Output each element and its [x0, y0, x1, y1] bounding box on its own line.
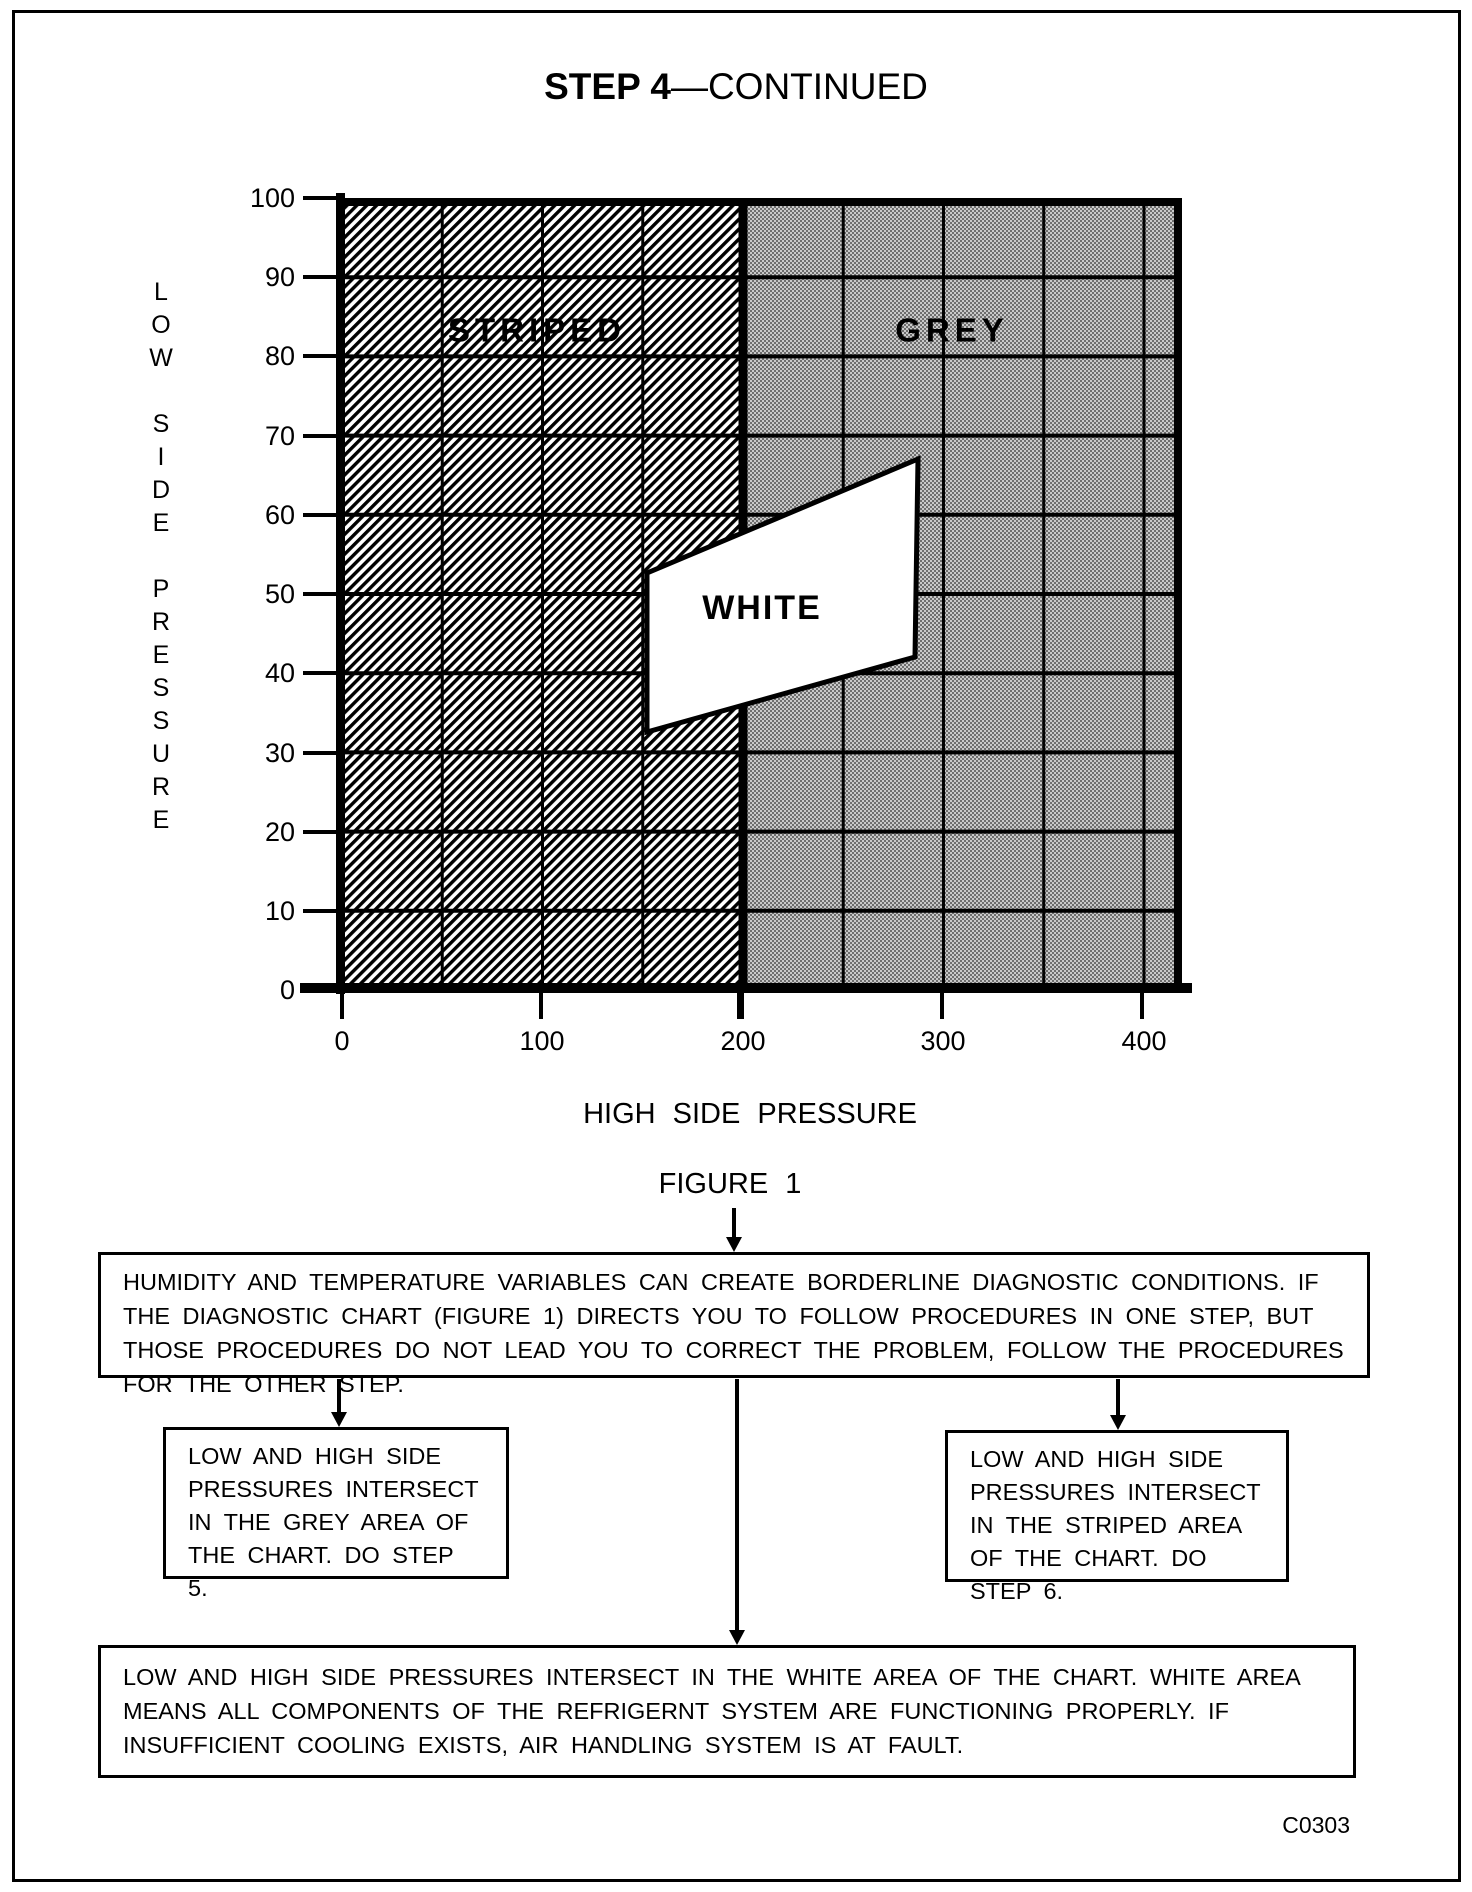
y-tick-mark [303, 513, 340, 517]
x-tick-label: 300 [920, 1026, 966, 1056]
y-tick-label: 90 [264, 262, 295, 292]
y-tick-label: 50 [264, 579, 295, 609]
connector-line [337, 1379, 341, 1413]
y-tick-mark [303, 671, 340, 675]
white-outcome-text: LOW AND HIGH SIDE PRESSURES INTERSECT IN… [123, 1664, 1300, 1758]
y-tick-label: 30 [264, 738, 295, 768]
y-tick-mark [303, 909, 340, 913]
y-tick-label: 100 [249, 183, 295, 213]
y-tick-label: 40 [264, 658, 295, 688]
connector-line [1116, 1379, 1120, 1415]
x-tick-label: 400 [1121, 1026, 1167, 1056]
x-tick-mark [737, 993, 744, 1019]
root-note-box: HUMIDITY AND TEMPERATURE VARIABLES CAN C… [98, 1252, 1370, 1397]
y-tick-mark [303, 275, 340, 279]
y-tick-mark [303, 592, 340, 596]
connector-line [735, 1379, 739, 1631]
page-border-frame [12, 10, 1461, 1882]
y-axis-line [336, 193, 345, 994]
striped-outcome-text: LOW AND HIGH SIDE PRESSURES INTERSECT IN… [970, 1446, 1261, 1604]
y-tick-mark [303, 434, 340, 438]
x-axis-line [300, 983, 1192, 993]
figure-caption: FIGURE 1 [658, 1168, 802, 1200]
down-arrow-icon [331, 1412, 347, 1427]
x-tick-mark [539, 993, 543, 1019]
y-tick-mark [303, 196, 340, 200]
x-tick-label: 200 [720, 1026, 766, 1056]
page-title-step: STEP 4 [544, 66, 671, 107]
y-axis-title: LOW SIDE PRESSURE [147, 278, 175, 839]
y-tick-label: 80 [264, 341, 295, 371]
connector-line [732, 1208, 736, 1238]
white-outcome-box: LOW AND HIGH SIDE PRESSURES INTERSECT IN… [98, 1645, 1356, 1778]
white-region-label: WHITE [702, 589, 822, 627]
down-arrow-icon [729, 1630, 745, 1645]
page-title: STEP 4—CONTINUED [0, 66, 1472, 108]
y-tick-mark [303, 354, 340, 358]
grey-outcome-box: LOW AND HIGH SIDE PRESSURES INTERSECT IN… [163, 1427, 509, 1601]
y-tick-mark [303, 830, 340, 834]
y-tick-label: 60 [264, 500, 295, 530]
grey-outcome-text: LOW AND HIGH SIDE PRESSURES INTERSECT IN… [188, 1443, 479, 1601]
x-tick-label: 0 [334, 1026, 350, 1056]
y-tick-label: 10 [264, 896, 295, 926]
striped-outcome-box: LOW AND HIGH SIDE PRESSURES INTERSECT IN… [945, 1430, 1289, 1604]
x-axis-title: HIGH SIDE PRESSURE [583, 1098, 917, 1130]
y-tick-mark [303, 751, 340, 755]
x-tick-mark [940, 993, 944, 1019]
grey-region-label: GREY [895, 312, 1009, 349]
x-tick-mark [1140, 993, 1144, 1019]
striped-region-label: STRIPED [448, 312, 626, 349]
x-tick-label: 100 [519, 1026, 565, 1056]
y-tick-label: 0 [279, 975, 295, 1005]
root-note-text: HUMIDITY AND TEMPERATURE VARIABLES CAN C… [123, 1269, 1344, 1397]
white-region [644, 455, 921, 736]
down-arrow-icon [1110, 1415, 1126, 1430]
drawing-code: C0303 [1282, 1812, 1350, 1838]
down-arrow-icon [726, 1237, 742, 1252]
y-tick-label: 70 [264, 421, 295, 451]
plot-area: STRIPED GREY WHITE [342, 198, 1182, 990]
page-title-continued: —CONTINUED [670, 66, 928, 107]
x-tick-mark [340, 993, 344, 1019]
y-tick-label: 20 [264, 817, 295, 847]
